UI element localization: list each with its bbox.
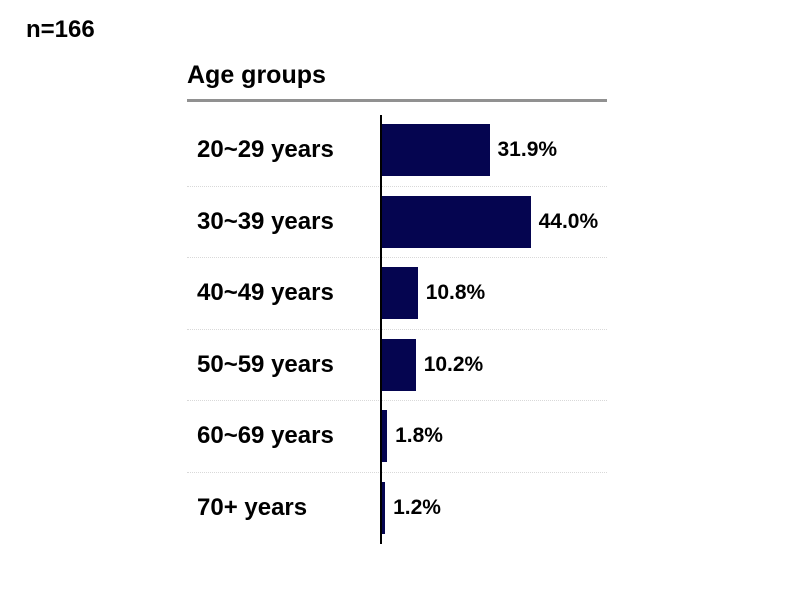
bar-track: 1.8%	[381, 401, 607, 472]
bar-track: 10.8%	[381, 258, 607, 329]
category-label: 70+ years	[197, 494, 308, 522]
bar-row: 70+ years 1.2%	[187, 473, 607, 545]
plot-area: 20~29 years 31.9% 30~39 years 44.0% 40~4…	[187, 115, 607, 544]
bar-row: 60~69 years 1.8%	[187, 401, 607, 473]
bar	[381, 195, 531, 248]
value-label: 1.2%	[393, 496, 441, 520]
category-label: 40~49 years	[197, 279, 334, 307]
value-label: 10.2%	[423, 352, 484, 376]
bar	[381, 338, 416, 391]
bar	[381, 410, 388, 463]
bar-track: 31.9%	[381, 115, 607, 186]
bar	[381, 267, 418, 320]
value-label: 31.9%	[497, 138, 558, 162]
category-label: 20~29 years	[197, 136, 334, 164]
category-label: 60~69 years	[197, 422, 334, 450]
bar-row: 40~49 years 10.8%	[187, 258, 607, 330]
bar	[381, 482, 386, 535]
value-label: 1.8%	[395, 424, 443, 448]
bar-track: 10.2%	[381, 330, 607, 401]
age-groups-bar-chart: Age groups 20~29 years 31.9% 30~39 years…	[187, 60, 607, 544]
value-label: 10.8%	[425, 281, 486, 305]
value-label: 44.0%	[538, 209, 599, 233]
bar-track: 1.2%	[381, 473, 607, 545]
bar-row: 20~29 years 31.9%	[187, 115, 607, 187]
bar-track: 44.0%	[381, 187, 607, 258]
bar-row: 30~39 years 44.0%	[187, 187, 607, 258]
bar	[381, 124, 490, 177]
category-label: 30~39 years	[197, 207, 334, 235]
category-label: 50~59 years	[197, 350, 334, 378]
category-axis-line	[380, 115, 382, 544]
chart-title: Age groups	[187, 60, 607, 102]
bar-row: 50~59 years 10.2%	[187, 330, 607, 401]
sample-size-label: n=166	[26, 16, 95, 43]
